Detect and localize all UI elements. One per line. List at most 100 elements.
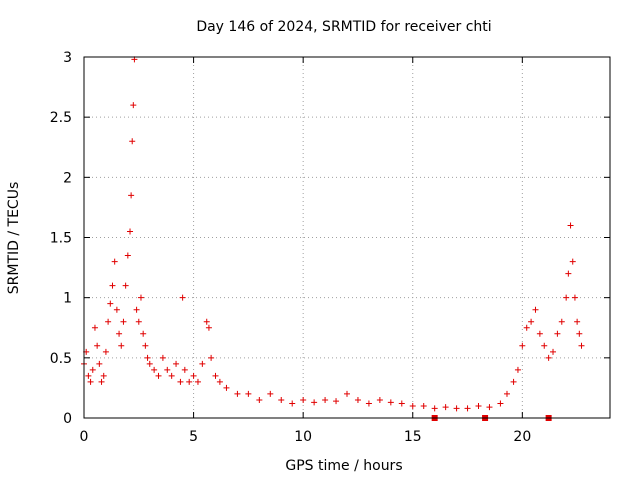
data-point <box>300 396 307 403</box>
data-point <box>311 399 318 406</box>
data-point <box>571 294 578 301</box>
data-point <box>159 354 166 361</box>
data-point <box>245 390 252 397</box>
data-point <box>464 405 471 412</box>
data-point <box>129 138 136 145</box>
data-point <box>135 318 142 325</box>
data-point <box>431 405 438 412</box>
data-point <box>344 390 350 397</box>
data-point <box>116 330 123 337</box>
y-tick-label: 0.5 <box>50 351 72 367</box>
data-point <box>497 400 504 407</box>
data-point <box>322 396 329 403</box>
data-point <box>475 402 482 409</box>
data-point <box>122 282 129 289</box>
data-point <box>181 366 188 373</box>
data-point <box>234 390 241 397</box>
data-point <box>91 324 98 331</box>
data-point <box>194 378 201 385</box>
data-point <box>120 318 127 325</box>
data-point <box>453 405 460 412</box>
data-point <box>278 396 285 403</box>
x-tick-label: 10 <box>294 429 312 445</box>
data-point <box>545 354 552 361</box>
data-point <box>541 342 548 349</box>
data-point <box>118 342 125 349</box>
x-tick-label: 15 <box>404 429 422 445</box>
x-tick-label: 20 <box>513 429 531 445</box>
y-tick-label: 1.5 <box>50 231 72 247</box>
data-point <box>190 372 197 379</box>
data-point <box>442 404 449 411</box>
data-point <box>208 354 215 361</box>
data-point <box>223 384 230 391</box>
data-point <box>409 402 416 409</box>
data-point <box>578 342 585 349</box>
y-tick-label: 1 <box>63 291 72 307</box>
y-axis-label: SRMTID / TECUs <box>6 182 22 295</box>
data-point <box>558 318 565 325</box>
data-point <box>113 306 120 313</box>
data-point <box>102 348 109 355</box>
y-tick-labels: 0 0.5 1 1.5 2 2.5 3 <box>50 50 72 427</box>
data-point <box>550 348 557 355</box>
data-point <box>216 378 223 385</box>
data-point <box>565 270 572 277</box>
data-point <box>124 252 131 259</box>
data-point <box>107 300 114 307</box>
data-points <box>81 56 585 421</box>
data-point <box>503 390 510 397</box>
y-tick-label: 2 <box>63 170 72 186</box>
data-point <box>514 366 521 373</box>
data-point <box>164 366 171 373</box>
data-point <box>574 318 581 325</box>
data-point <box>130 102 137 109</box>
chart-title: Day 146 of 2024, SRMTID for receiver cht… <box>196 19 491 35</box>
data-point <box>127 228 134 235</box>
data-point <box>146 360 153 367</box>
data-point <box>205 324 212 331</box>
plot-frame <box>83 56 611 419</box>
data-point <box>532 306 539 313</box>
data-point <box>203 318 210 325</box>
data-point <box>89 366 96 373</box>
data-point <box>536 330 543 337</box>
data-point <box>256 396 263 403</box>
data-point <box>289 400 296 407</box>
x-tick-labels: 0 5 10 15 20 <box>80 429 532 445</box>
data-point <box>96 360 103 367</box>
data-point <box>109 282 116 289</box>
y-tick-label: 2.5 <box>50 110 72 126</box>
data-point <box>510 378 517 385</box>
data-point <box>576 330 583 337</box>
data-point <box>144 354 151 361</box>
axis-ticks <box>83 56 610 419</box>
data-point <box>100 372 107 379</box>
data-point <box>398 400 405 407</box>
data-point <box>177 378 184 385</box>
data-point <box>111 258 118 265</box>
x-tick-label: 0 <box>80 429 89 445</box>
data-point <box>186 378 193 385</box>
data-point <box>105 318 112 325</box>
data-point <box>567 222 574 229</box>
y-tick-label: 3 <box>63 50 72 66</box>
data-point <box>168 372 175 379</box>
data-point <box>354 396 361 403</box>
x-tick-label: 5 <box>189 429 198 445</box>
data-point <box>528 318 535 325</box>
data-point <box>155 372 162 379</box>
data-point <box>333 398 340 405</box>
data-point <box>85 372 92 379</box>
data-point <box>554 330 561 337</box>
data-point <box>486 404 493 411</box>
data-point <box>87 378 94 385</box>
data-point <box>376 396 383 403</box>
data-point <box>140 330 147 337</box>
data-point <box>151 366 158 373</box>
x-axis-label: GPS time / hours <box>285 458 402 474</box>
data-point <box>267 390 274 397</box>
data-point <box>98 378 105 385</box>
data-point <box>212 372 219 379</box>
data-point <box>563 294 570 301</box>
